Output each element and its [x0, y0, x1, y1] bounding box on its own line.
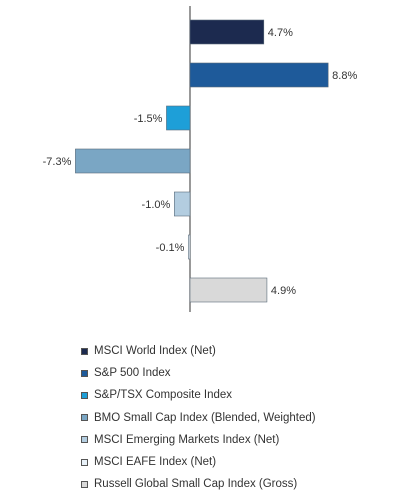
legend-swatch [81, 369, 88, 377]
legend-label: MSCI Emerging Markets Index (Net) [94, 433, 280, 446]
legend-label: Russell Global Small Cap Index (Gross) [94, 478, 298, 491]
legend-item: BMO Small Cap Index (Blended, Weighted) [81, 407, 316, 429]
legend-swatch [81, 414, 88, 422]
legend-label: BMO Small Cap Index (Blended, Weighted) [94, 411, 316, 424]
legend-label: S&P/TSX Composite Index [94, 389, 233, 402]
data-label: 4.9% [271, 285, 296, 297]
legend-label: MSCI EAFE Index (Net) [94, 456, 217, 469]
data-label: 8.8% [332, 70, 357, 82]
legend-item: MSCI Emerging Markets Index (Net) [81, 429, 316, 451]
data-label: -0.1% [156, 242, 185, 254]
legend: MSCI World Index (Net) S&P 500 Index S&P/T… [81, 340, 316, 495]
legend-item: S&P 500 Index [81, 362, 316, 384]
legend-item: MSCI EAFE Index (Net) [81, 451, 316, 473]
bar-chart: 4.7% 8.8% -1.5% -7.3% -1.0% -0.1% 4.9% [43, 6, 357, 312]
legend-swatch [81, 391, 88, 399]
bar [189, 62, 329, 88]
legend-item: MSCI World Index (Net) [81, 340, 316, 362]
data-label: -1.0% [142, 199, 171, 211]
legend-label: S&P 500 Index [94, 367, 171, 380]
legend-swatch [81, 458, 88, 466]
legend-item: S&P/TSX Composite Index [81, 384, 316, 406]
legend-item: Russell Global Small Cap Index (Gross) [81, 473, 316, 495]
bar [166, 105, 191, 131]
legend-label: MSCI World Index (Net) [94, 345, 216, 358]
data-label: -1.5% [134, 113, 163, 125]
legend-swatch [81, 347, 88, 355]
bar [188, 234, 191, 260]
bar [189, 277, 268, 303]
bar [189, 19, 265, 45]
bar [174, 191, 191, 217]
bar [75, 148, 191, 174]
data-label: -7.3% [43, 156, 72, 168]
data-label: 4.7% [268, 27, 293, 39]
legend-swatch [81, 436, 88, 444]
